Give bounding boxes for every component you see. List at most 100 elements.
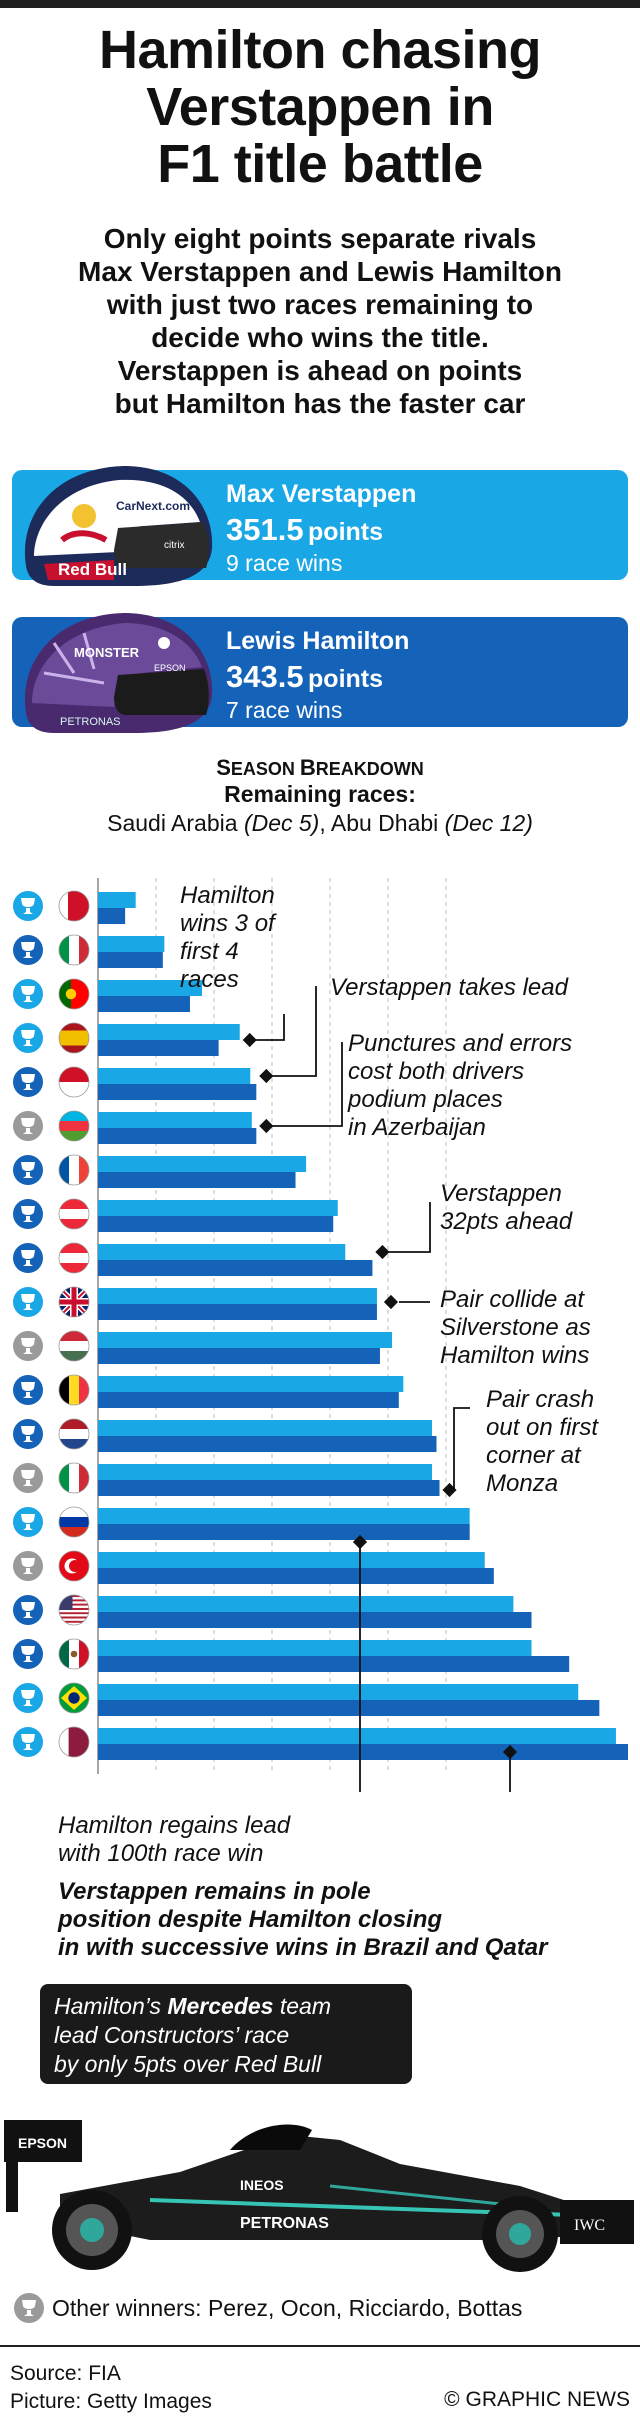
source-text: Source: FIA (10, 2362, 121, 2385)
hamilton-bar (98, 1200, 338, 1216)
verstappen-bar (98, 1260, 373, 1276)
remaining-races: Saudi Arabia (Dec 5), Abu Dhabi (Dec 12) (107, 810, 533, 836)
points-value: 351.5 (226, 512, 304, 547)
winner-trophy-icon (13, 1639, 43, 1669)
points-unit: points (308, 665, 384, 693)
winner-trophy-icon (13, 1331, 43, 1361)
hamilton-bar (98, 892, 136, 908)
leader-line (453, 1407, 470, 1491)
verstappen-bar (98, 1744, 628, 1760)
hamilton-bar (98, 1684, 579, 1700)
winner-trophy-icon (13, 1507, 43, 1537)
hamilton-card: MONSTER EPSON PETRONAS Lewis Hamilton 34… (12, 613, 628, 733)
hamilton-bar (98, 1024, 240, 1040)
hamilton-bar (98, 1640, 532, 1656)
winner-trophy-icon (13, 1243, 43, 1273)
verstappen-bar (98, 1348, 380, 1364)
leader-marker (442, 1482, 457, 1498)
austria-flag-icon (58, 1242, 90, 1274)
annotation-verstappen-takes-lead: Verstappen takes lead (330, 974, 568, 1001)
driver-wins: 9 race wins (226, 550, 343, 576)
leader-marker (352, 1534, 368, 1550)
race-row (13, 1198, 338, 1232)
hamilton-bar (98, 1156, 307, 1172)
svg-text:CarNext.com: CarNext.com (116, 499, 190, 513)
annotation-verstappen-pole: Verstappen remains in pole position despi… (58, 1878, 548, 1961)
verstappen-bar (98, 1392, 399, 1408)
great-britain-flag-icon (58, 1286, 90, 1318)
mercedes-helmet-icon: MONSTER EPSON PETRONAS (24, 613, 213, 733)
verstappen-bar (98, 1656, 570, 1672)
verstappen-bar (98, 908, 126, 924)
hamilton-bar (98, 1244, 346, 1260)
italy-flag-icon (58, 934, 90, 966)
winner-trophy-icon (13, 1463, 43, 1493)
annotation-azerbaijan: Punctures and errors cost both drivers pod… (348, 1030, 573, 1141)
driver-points: 351.5 points (226, 512, 383, 548)
hamilton-bar (98, 1596, 514, 1612)
winner-trophy-icon (13, 1595, 43, 1625)
svg-text:MONSTER: MONSTER (74, 645, 140, 660)
verstappen-bar (98, 1172, 296, 1188)
verstappen-bar (98, 952, 163, 968)
red-bull-helmet-icon: CarNext.com Red Bull citrix (24, 466, 213, 586)
title-line: Hamilton chasing (98, 20, 542, 80)
remaining-races-label: Remaining races: (224, 781, 416, 807)
driver-wins: 7 race wins (226, 697, 343, 723)
verstappen-bar (98, 1480, 440, 1496)
race-row (13, 1286, 377, 1320)
verstappen-bar (98, 1568, 494, 1584)
winner-trophy-icon (13, 1023, 43, 1053)
hamilton-bar (98, 1464, 432, 1480)
annotation-silverstone: Pair collide at Silverstone as Hamilton wi… (440, 1286, 591, 1369)
top-bar (0, 0, 640, 8)
intro-line: Max Verstappen and Lewis Hamilton (78, 256, 562, 287)
points-value: 343.5 (226, 659, 304, 694)
leader-marker (502, 1744, 518, 1760)
race-row (13, 1418, 437, 1452)
winner-trophy-icon (13, 1111, 43, 1141)
footer-sources: Source: FIA Picture: Getty Images (10, 2360, 212, 2416)
winner-trophy-icon (13, 1683, 43, 1713)
verstappen-bar (98, 1128, 257, 1144)
title-line: F1 title battle (157, 134, 483, 194)
verstappen-bar (98, 1304, 377, 1320)
verstappen-bar (98, 1040, 219, 1056)
winner-trophy-icon (13, 1155, 43, 1185)
winner-trophy-icon (13, 1727, 43, 1757)
intro-line: with just two races remaining to (106, 289, 534, 320)
leader-marker (383, 1294, 399, 1310)
verstappen-bar (98, 1524, 470, 1540)
svg-text:EPSON: EPSON (18, 2135, 67, 2151)
section-heading: SEASON BREAKDOWN (216, 755, 424, 780)
driver-name: Max Verstappen (226, 480, 417, 508)
verstappen-bar (98, 1216, 334, 1232)
hamilton-bar (98, 1420, 432, 1436)
picture-credit: Picture: Getty Images (10, 2390, 212, 2413)
grey-trophy-icon (14, 2293, 44, 2323)
hamilton-bar (98, 1112, 252, 1128)
hamilton-bar (98, 1552, 485, 1568)
leader-marker (375, 1244, 390, 1260)
leader-line (272, 986, 317, 1077)
race-row (13, 1506, 470, 1540)
annotation-monza: Pair crash out on first corner at Monza (486, 1386, 599, 1497)
race-row (13, 1066, 257, 1100)
svg-text:INEOS: INEOS (240, 2177, 284, 2193)
season-breakdown-chart (13, 878, 628, 1792)
leader-line (255, 1014, 285, 1041)
hamilton-bar (98, 936, 165, 952)
winner-trophy-icon (13, 1067, 43, 1097)
svg-text:EPSON: EPSON (154, 663, 186, 673)
usa-flag-icon (58, 1594, 90, 1626)
svg-text:citrix: citrix (164, 540, 185, 551)
winner-trophy-icon (13, 1419, 43, 1449)
turkey-flag-icon (58, 1550, 90, 1582)
winner-trophy-icon (13, 1199, 43, 1229)
graphic-news-credit: © GRAPHIC NEWS (444, 2388, 630, 2411)
driver-points: 343.5 points (226, 659, 383, 695)
svg-text:PETRONAS: PETRONAS (60, 716, 121, 728)
verstappen-card: CarNext.com Red Bull citrix Max Verstapp… (12, 466, 628, 586)
race-row (13, 1110, 257, 1144)
race-row (13, 1550, 494, 1584)
